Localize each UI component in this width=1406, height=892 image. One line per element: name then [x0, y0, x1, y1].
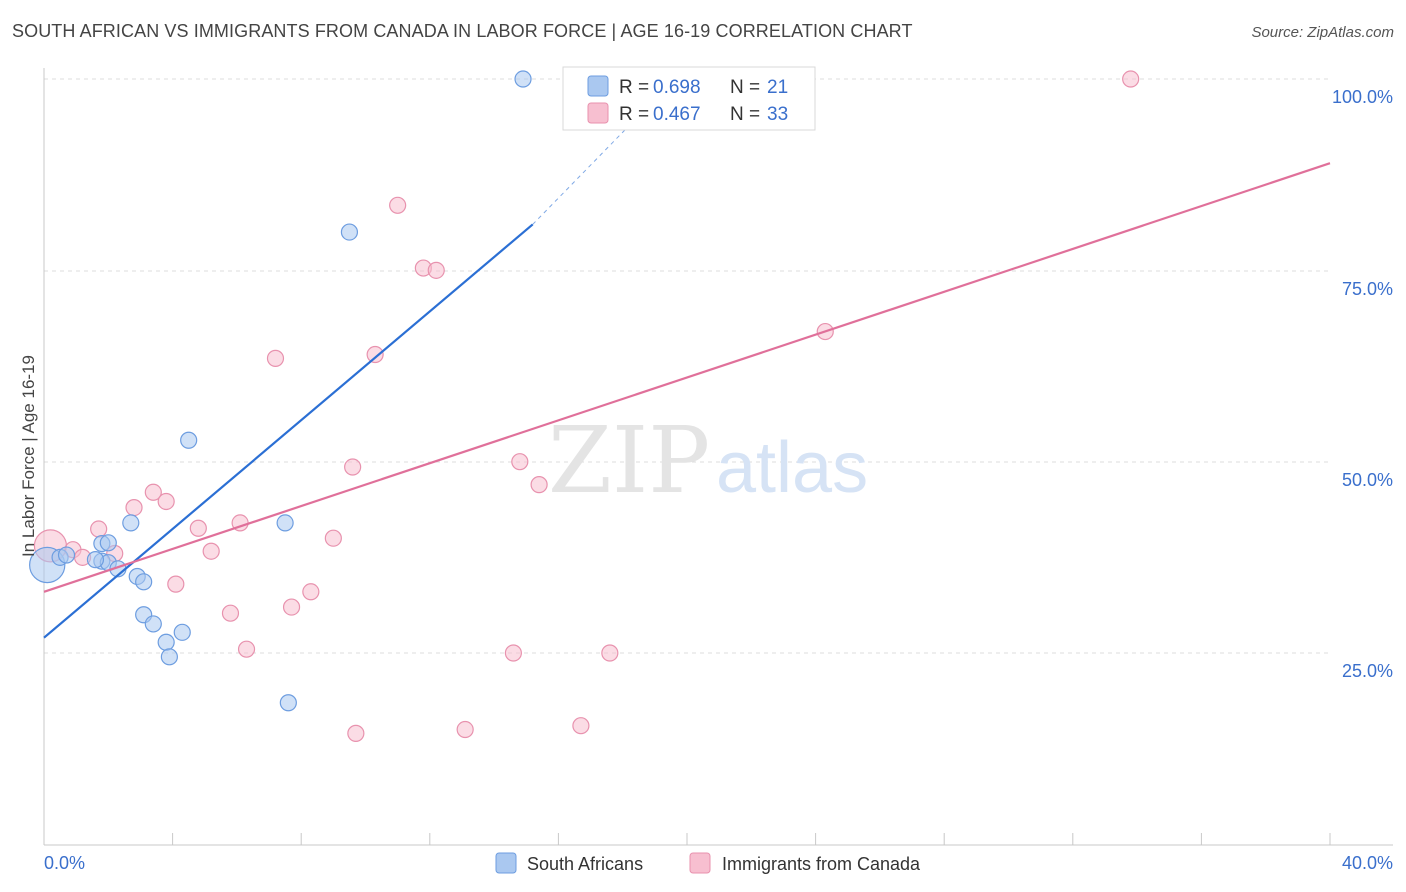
canada-point-3[interactable] — [90, 520, 108, 538]
stats-n-label-pink: N = — [730, 104, 760, 125]
stats-r-value-pink: 0.467 — [653, 104, 701, 125]
trend-line-immigrants-from-canada — [43, 162, 1331, 593]
south-african-point-21[interactable] — [514, 70, 532, 88]
canada-point-24[interactable] — [456, 720, 474, 739]
x-tick-label-min: 0.0% — [44, 853, 85, 873]
legend-swatch-immigrants-from-canada[interactable] — [689, 852, 711, 874]
south-african-point-17[interactable] — [180, 431, 198, 449]
south-african-point-20[interactable] — [340, 223, 359, 241]
stats-swatch-pink — [587, 102, 609, 124]
y-tick-labels: 25.0% 50.0% 75.0% 100.0% — [1332, 87, 1393, 681]
stats-r-label-blue: R = — [619, 77, 649, 98]
y-tick-label-75: 75.0% — [1342, 279, 1393, 299]
x-ticks — [43, 833, 1331, 845]
canada-point-13[interactable] — [237, 640, 256, 658]
trend-line-south-africans — [43, 223, 534, 639]
legend-label-immigrants-from-canada[interactable]: Immigrants from Canada — [722, 854, 921, 874]
south-african-point-8[interactable] — [99, 534, 117, 552]
canada-point-8[interactable] — [167, 575, 185, 593]
canada-point-20[interactable] — [366, 345, 384, 364]
canada-point-5[interactable] — [125, 498, 143, 517]
legend: South Africans Immigrants from Canada — [495, 852, 921, 874]
canada-point-28[interactable] — [572, 717, 590, 735]
stats-n-value-blue: 21 — [767, 77, 788, 98]
y-axis-title: In Labor Force | Age 16-19 — [19, 355, 38, 557]
canada-point-26[interactable] — [511, 453, 529, 471]
y-tick-label-25: 25.0% — [1342, 661, 1393, 681]
south-african-point-13[interactable] — [144, 615, 162, 633]
canada-point-15[interactable] — [282, 598, 301, 616]
canada-point-10[interactable] — [202, 542, 220, 560]
chart-title: SOUTH AFRICAN VS IMMIGRANTS FROM CANADA … — [12, 21, 913, 41]
canada-point-11[interactable] — [221, 604, 240, 622]
y-tick-label-100: 100.0% — [1332, 87, 1393, 107]
canada-point-25[interactable] — [504, 644, 522, 662]
canada-point-19[interactable] — [347, 724, 365, 742]
canada-point-6[interactable] — [144, 483, 162, 501]
canada-point-32[interactable] — [1122, 70, 1140, 88]
south-african-point-19[interactable] — [279, 694, 297, 712]
canada-point-7[interactable] — [157, 492, 175, 511]
stats-r-value-blue: 0.698 — [653, 77, 701, 98]
stats-n-label-blue: N = — [730, 77, 760, 98]
legend-swatch-south-africans[interactable] — [495, 852, 517, 874]
south-african-point-10[interactable] — [135, 573, 153, 591]
x-tick-label-max: 40.0% — [1342, 853, 1393, 873]
canada-point-21[interactable] — [389, 196, 407, 214]
canada-point-18[interactable] — [344, 458, 362, 476]
trend-lines — [43, 82, 1331, 639]
south-african-point-5[interactable] — [86, 551, 105, 569]
grid-lines — [44, 78, 1330, 654]
y-tick-label-50: 50.0% — [1342, 470, 1393, 490]
south-african-point-2[interactable] — [57, 546, 76, 564]
watermark-zip: ZIP — [548, 407, 710, 514]
canada-point-29[interactable] — [601, 644, 619, 662]
stats-r-label-pink: R = — [619, 104, 649, 125]
stats-n-value-pink: 33 — [767, 104, 788, 125]
source-label: Source: ZipAtlas.com — [1251, 24, 1394, 41]
canada-point-27[interactable] — [530, 476, 548, 494]
south-african-point-16[interactable] — [173, 623, 191, 641]
canada-point-17[interactable] — [324, 529, 342, 547]
canada-point-23[interactable] — [427, 261, 445, 279]
trend-line-south-africans-extension — [532, 82, 672, 225]
south-african-point-15[interactable] — [160, 648, 178, 666]
south-african-point-14[interactable] — [157, 633, 175, 651]
canada-point-14[interactable] — [266, 349, 285, 367]
stats-swatch-blue — [587, 75, 609, 97]
stats-box: R = 0.698 N = 21 R = 0.467 N = 33 — [562, 66, 816, 131]
south-african-point-18[interactable] — [276, 514, 294, 532]
watermark-atlas: atlas — [716, 428, 868, 508]
canada-point-16[interactable] — [302, 583, 320, 601]
legend-label-south-africans[interactable]: South Africans — [527, 854, 643, 874]
series-south-africans — [29, 70, 532, 712]
canada-point-9[interactable] — [189, 519, 207, 537]
south-african-point-11[interactable] — [122, 514, 140, 532]
